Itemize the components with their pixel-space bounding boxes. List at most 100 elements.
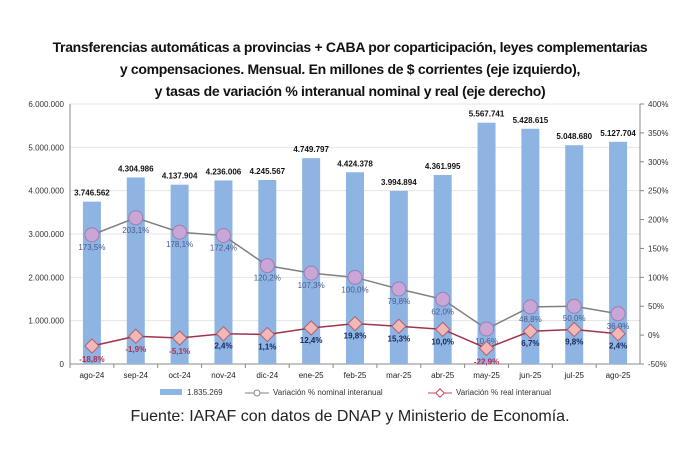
- bar: [82, 201, 101, 364]
- right-tick-label: 300%: [648, 158, 668, 167]
- real-label: 15,3%: [388, 334, 411, 343]
- left-tick-label: 6.000.000: [28, 100, 64, 109]
- nominal-marker: [566, 298, 582, 314]
- bar-label: 5.428.615: [513, 116, 549, 125]
- title-line: y compensaciones. Mensual. En millones d…: [119, 61, 581, 77]
- nominal-label: 79,8%: [388, 297, 411, 306]
- bar: [126, 177, 145, 364]
- legend-real-marker: [435, 388, 445, 398]
- real-label: 2,4%: [609, 342, 627, 351]
- right-tick-label: 200%: [648, 216, 668, 225]
- nominal-marker: [435, 291, 451, 307]
- nominal-marker: [479, 321, 495, 337]
- bar: [346, 172, 364, 364]
- right-tick-label: 50%: [648, 302, 664, 311]
- real-label: 2,4%: [214, 342, 232, 351]
- real-marker: [127, 328, 144, 344]
- nominal-marker: [215, 228, 231, 244]
- nominal-label: 100,0%: [341, 285, 368, 294]
- bar-label: 4.236.006: [206, 167, 242, 176]
- x-tick-label: ago-24: [79, 371, 104, 380]
- bar: [302, 158, 321, 364]
- bar-label: 5.048.680: [556, 132, 592, 141]
- real-marker: [522, 323, 539, 340]
- chart-title: Transferencias automáticas a provincias …: [0, 36, 700, 102]
- left-tick-label: 1.000.000: [28, 317, 64, 326]
- real-label: -5,1%: [169, 347, 190, 356]
- real-label: 12,4%: [300, 336, 323, 345]
- legend-nominal-label: Variación % nominal interanual: [273, 388, 383, 397]
- x-tick-label: jun-25: [518, 371, 542, 380]
- nominal-label: 62,0%: [431, 307, 454, 316]
- left-tick-label: 2.000.000: [28, 273, 64, 282]
- nominal-marker: [610, 306, 626, 322]
- right-tick-label: 250%: [648, 187, 668, 196]
- real-marker: [215, 325, 232, 342]
- real-label: -1,9%: [125, 345, 146, 354]
- legend-real-label: Variación % real interanual: [456, 388, 551, 397]
- x-tick-label: oct-24: [168, 371, 191, 380]
- real-marker: [434, 321, 451, 338]
- right-tick-label: -50%: [648, 360, 667, 369]
- bar: [389, 190, 408, 364]
- bar-label: 5.127.704: [600, 129, 636, 138]
- nominal-label: 50,0%: [563, 314, 586, 323]
- real-label: -22,9%: [474, 357, 499, 366]
- real-label: 19,8%: [344, 332, 367, 341]
- bar-label: 4.361.995: [425, 162, 461, 171]
- real-marker: [259, 326, 276, 343]
- left-tick-label: 0: [60, 360, 65, 369]
- real-marker: [566, 321, 583, 338]
- real-label: 6,7%: [521, 339, 539, 348]
- x-tick-label: dic-24: [256, 371, 278, 380]
- right-tick-label: 400%: [648, 100, 668, 109]
- right-tick-label: 350%: [648, 129, 668, 138]
- left-tick-label: 5.000.000: [28, 143, 64, 152]
- bar-label: 4.749.797: [293, 145, 329, 154]
- bar-label: 4.424.378: [337, 159, 373, 168]
- nominal-label: 107,3%: [298, 281, 325, 290]
- x-tick-label: sep-24: [124, 371, 149, 380]
- nominal-marker: [172, 224, 188, 240]
- real-marker: [347, 315, 363, 332]
- x-tick-label: feb-25: [344, 371, 367, 380]
- nominal-marker: [347, 269, 363, 285]
- nominal-label: 172,4%: [210, 244, 237, 253]
- left-tick-label: 4.000.000: [28, 187, 64, 196]
- bar: [433, 174, 452, 364]
- left-tick-label: 3.000.000: [28, 230, 64, 239]
- nominal-label: 173,5%: [78, 243, 105, 252]
- nominal-marker: [391, 281, 407, 297]
- bar-label: 3.746.562: [74, 189, 110, 198]
- right-tick-label: 100%: [648, 273, 668, 282]
- real-label: 9,8%: [565, 337, 583, 346]
- nominal-marker: [259, 258, 275, 274]
- real-marker: [610, 325, 626, 342]
- bar-label: 4.137.904: [162, 172, 198, 181]
- nominal-label: 178,1%: [166, 240, 193, 249]
- x-tick-label: jul-25: [563, 371, 584, 380]
- legend-bar-swatch: [160, 389, 182, 395]
- nominal-label: 120,2%: [254, 274, 281, 283]
- bar-label: 5.567.741: [469, 110, 505, 119]
- title-line: y tasas de variación % interanual nomina…: [154, 83, 546, 99]
- legend-bar-label: 1.835.269: [187, 388, 223, 397]
- x-tick-label: ago-25: [606, 371, 631, 380]
- legend-nominal-marker: [253, 389, 261, 397]
- bar: [477, 122, 496, 364]
- real-marker: [171, 330, 188, 346]
- real-label: 10,0%: [431, 337, 454, 346]
- x-tick-label: mar-25: [386, 371, 412, 380]
- real-marker: [84, 338, 100, 354]
- nominal-marker: [128, 210, 144, 226]
- bar-label: 4.245.567: [250, 167, 286, 176]
- real-marker: [391, 318, 407, 335]
- right-tick-label: 0%: [648, 331, 660, 340]
- nominal-label: 48,8%: [519, 315, 542, 324]
- nominal-marker: [522, 299, 538, 315]
- x-tick-label: nov-24: [211, 371, 236, 380]
- title-line: Transferencias automáticas a provincias …: [52, 39, 648, 55]
- real-label: 1,1%: [258, 342, 276, 351]
- right-tick-label: 150%: [648, 244, 668, 253]
- source-note: Fuente: IARAF con datos de DNAP y Minist…: [130, 408, 570, 425]
